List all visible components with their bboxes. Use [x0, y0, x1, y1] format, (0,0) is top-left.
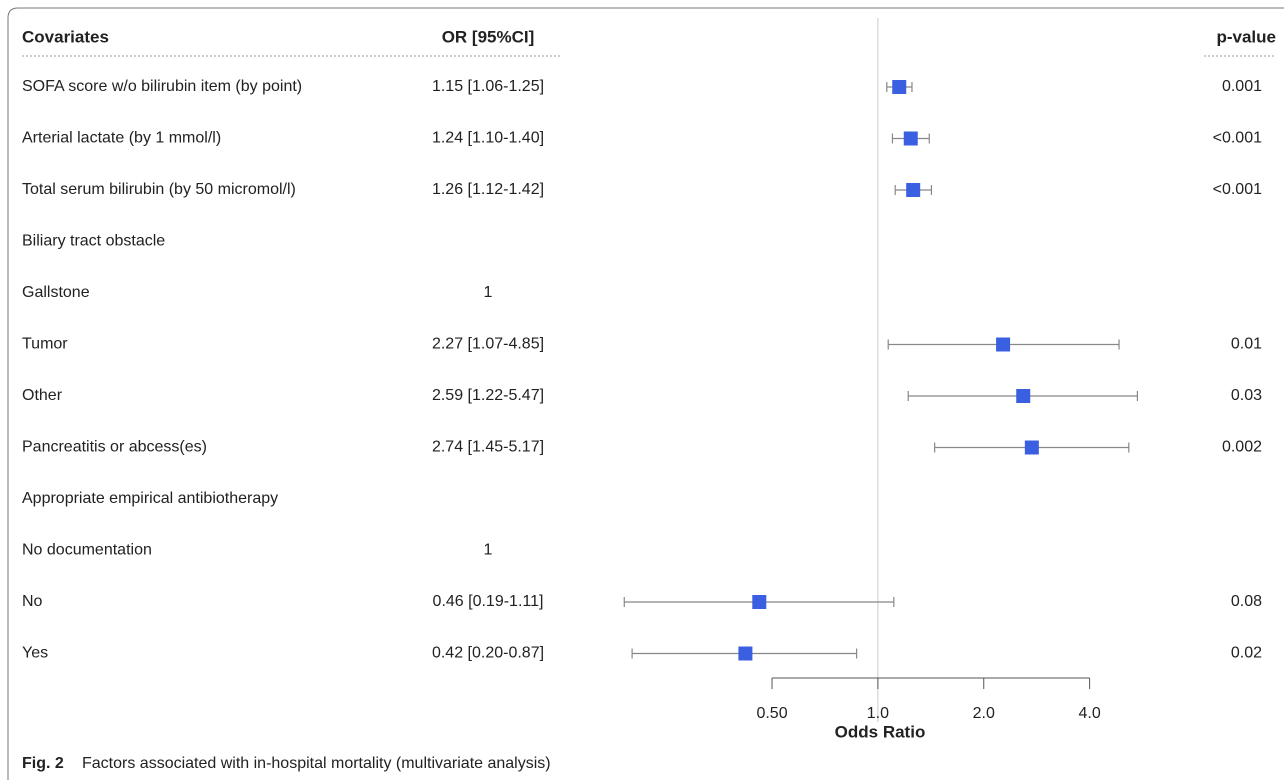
caption-text: Factors associated with in-hospital mort…	[82, 755, 551, 772]
p-value: <0.001	[1213, 181, 1262, 198]
row-label: Yes	[22, 645, 48, 662]
or-label: 1	[484, 542, 493, 559]
x-tick-label: 4.0	[1078, 705, 1100, 722]
estimate-point	[752, 595, 767, 609]
or-label: 2.27 [1.07-4.85]	[432, 336, 544, 353]
p-value: 0.08	[1231, 593, 1262, 610]
estimate-point	[738, 646, 753, 661]
or-label: 2.59 [1.22-5.47]	[432, 387, 544, 404]
caption-label: Fig. 2	[22, 755, 64, 772]
x-tick-label: 1.0	[867, 705, 889, 722]
p-value: 0.02	[1231, 645, 1262, 662]
estimate-point	[996, 337, 1011, 352]
estimate-point	[1016, 389, 1031, 403]
p-value: 0.001	[1222, 78, 1262, 95]
or-label: 1	[484, 284, 493, 301]
or-label: 1.15 [1.06-1.25]	[432, 78, 544, 95]
x-tick-label: 2.0	[973, 705, 995, 722]
row-label: Other	[22, 387, 63, 404]
header-or: OR [95%CI]	[442, 27, 535, 46]
frame	[7, 7, 1284, 780]
x-tick-label: 0.50	[756, 705, 787, 722]
or-label: 0.46 [0.19-1.11]	[433, 593, 544, 610]
row-label: Arterial lactate (by 1 mmol/l)	[22, 130, 221, 147]
header-p: p-value	[1216, 27, 1276, 46]
row-label: Appropriate empirical antibiotherapy	[22, 490, 278, 507]
row-label: No documentation	[22, 542, 152, 559]
p-value: 0.01	[1231, 336, 1262, 353]
or-label: 1.26 [1.12-1.42]	[432, 181, 544, 198]
estimate-point	[1024, 440, 1039, 455]
row-label: No	[22, 593, 43, 610]
header-covariates: Covariates	[22, 27, 109, 46]
estimate-point	[906, 183, 921, 197]
or-label: 0.42 [0.20-0.87]	[432, 645, 544, 662]
row-label: SOFA score w/o bilirubin item (by point)	[22, 78, 302, 95]
row-label: Biliary tract obstacle	[22, 233, 165, 250]
row-label: Total serum bilirubin (by 50 micromol/l)	[22, 181, 296, 198]
row-label: Tumor	[22, 336, 68, 353]
or-label: 2.74 [1.45-5.17]	[432, 439, 544, 456]
estimate-point	[892, 80, 907, 94]
x-axis-label: Odds Ratio	[835, 722, 926, 741]
p-value: 0.03	[1231, 387, 1262, 404]
p-value: <0.001	[1213, 130, 1262, 147]
row-label: Gallstone	[22, 284, 90, 301]
p-value: 0.002	[1222, 439, 1262, 456]
or-label: 1.24 [1.10-1.40]	[432, 130, 544, 147]
row-label: Pancreatitis or abcess(es)	[22, 439, 207, 456]
estimate-point	[903, 131, 918, 146]
